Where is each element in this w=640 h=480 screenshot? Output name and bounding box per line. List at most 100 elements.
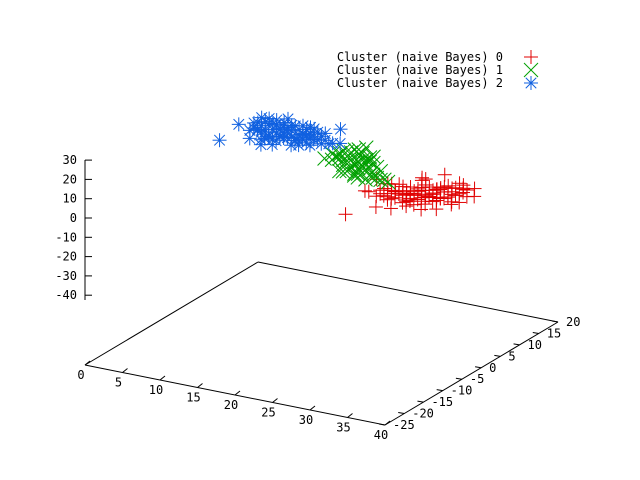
data-point [395,195,410,210]
series-1 [317,140,396,190]
x-tick-label: 35 [336,421,350,435]
x-tick-label: 30 [299,413,313,427]
data-point [421,189,436,204]
data-point [456,182,471,197]
y-tick-mark [494,354,501,357]
z-tick-label: 10 [63,192,77,206]
x-tick-mark [309,405,316,411]
data-point [436,191,451,206]
data-point [437,167,452,182]
data-point [262,111,277,126]
y-tick-label: -15 [431,395,453,409]
x-tick-mark [122,368,128,373]
x-tick-label: 10 [149,383,163,397]
y-tick-label: 5 [508,349,515,363]
data-point [281,111,295,126]
data-point [373,183,388,198]
data-point [415,170,430,185]
y-tick-label: -5 [470,372,484,386]
x-tick-label: 40 [374,428,388,442]
data-point [426,186,441,201]
data-point [376,188,391,203]
x-tick-label: 20 [224,398,238,412]
y-tick-label: 0 [489,361,496,375]
data-point [351,154,366,169]
y-tick-label: -25 [393,418,415,432]
z-tick-label: 20 [63,172,77,186]
z-tick-label: 30 [63,153,77,167]
y-tick-mark [436,389,443,392]
data-point [467,189,482,204]
data-point [338,207,353,222]
data-point [231,117,246,132]
y-tick-label: 15 [547,326,561,340]
y-tick-label: 10 [528,338,542,352]
y-tick-mark [532,331,539,334]
z-tick-label: -40 [55,288,77,302]
z-axis-ticks: 30 20 10 0 -10 -20 -30 -40 [55,153,92,302]
y-axis-line [384,321,559,426]
y-tick-label: 20 [566,315,580,329]
data-point [429,202,444,217]
series-2 [212,110,348,153]
y-tick-label: -20 [412,407,434,421]
y-axis-ticks: -25-20-15-10-5 05 10 15 20 [378,315,580,432]
data-point [444,194,459,209]
data-point [380,192,395,207]
data-point [452,195,467,210]
data-point [406,187,421,202]
y-tick-mark [378,423,386,426]
data-point [380,174,396,190]
data-points [212,110,482,222]
data-point [414,202,429,217]
data-point [418,172,433,187]
data-point [377,172,392,188]
x-tick-label: 0 [77,368,84,382]
x-tick-mark [272,398,278,403]
data-point [254,110,269,125]
data-point [361,184,376,199]
data-point [328,148,344,164]
data-point [429,182,444,197]
data-point [272,129,287,144]
data-point [333,122,348,137]
data-point [242,131,257,146]
data-point [448,188,463,203]
x-tick-label: 25 [261,406,275,420]
legend-marker [523,62,539,78]
data-point [346,168,362,183]
legend-marker [524,76,538,90]
data-point [396,179,411,194]
z-tick-label: 0 [70,211,77,225]
x-tick-mark [84,360,91,366]
data-point [358,140,374,156]
legend-entry-label: Cluster (naive Bayes) 1 [337,63,503,77]
series-0 [338,167,482,222]
data-point [414,183,429,198]
x-tick-mark [197,383,203,388]
legend-entry-label: Cluster (naive Bayes) 2 [337,76,503,90]
x-tick-mark [384,420,391,426]
x-tick-label: 5 [115,376,122,390]
x-tick-mark [159,375,166,381]
data-point [399,194,414,209]
data-point [333,136,348,151]
back-y-edge [84,261,259,366]
y-tick-mark [417,400,424,403]
data-point [366,149,381,165]
x-tick-mark [347,413,353,418]
z-tick-label: -10 [55,230,77,244]
data-point [212,133,227,148]
legend-entry-label: Cluster (naive Bayes) 0 [337,50,503,64]
data-point [388,184,403,199]
back-x-edge [257,261,559,323]
x-tick-mark [234,390,241,396]
y-tick-mark [513,343,520,346]
z-tick-label: -20 [55,250,77,264]
data-point [357,183,372,198]
y-tick-label: -10 [451,384,473,398]
data-point [383,201,398,216]
z-tick-label: -30 [55,269,77,283]
